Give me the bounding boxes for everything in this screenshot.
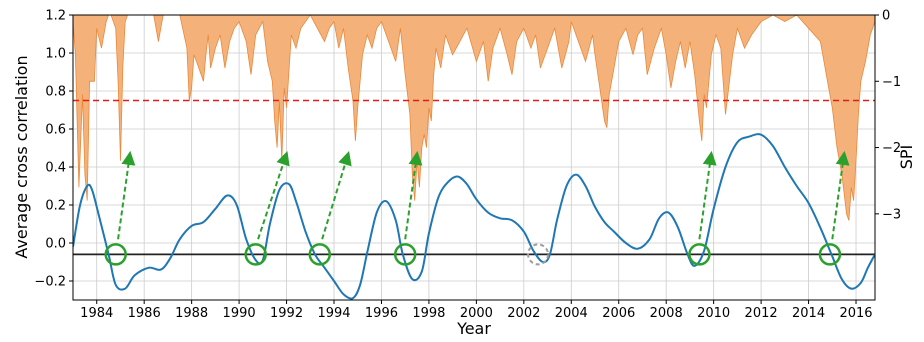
y-tick-label: 1.2 — [45, 9, 66, 24]
dashed-arrow — [117, 150, 136, 240]
plot-frame — [72, 14, 876, 301]
y-tick-label: 0.0 — [45, 237, 66, 252]
y-tick-label: 0.2 — [45, 199, 66, 214]
x-tick-label: 2008 — [650, 306, 683, 321]
x-tick-label: 1984 — [80, 306, 113, 321]
axis-ticks: 1984 1986 1988 1990 1992 1994 1996 1998 2000 2002… — [34, 9, 901, 322]
x-tick-label: 1988 — [175, 306, 208, 321]
dashed-arrow — [404, 150, 423, 240]
reference-lines — [73, 99, 875, 256]
correlation-line — [73, 133, 875, 300]
y-tick-label: 0.8 — [45, 85, 66, 100]
x-tick-label: 1994 — [317, 306, 350, 321]
y-tick-label: 1.0 — [45, 47, 66, 62]
dashed-crossing-marker — [527, 243, 550, 266]
x-axis-label: Year — [456, 319, 491, 338]
x-tick-label: 2004 — [555, 306, 588, 321]
dashed-arrow — [831, 150, 850, 240]
x-tick-label: 1992 — [270, 306, 303, 321]
x-tick-label: 2012 — [745, 306, 778, 321]
crossing-marker — [308, 243, 332, 266]
crossing-marker — [244, 243, 267, 266]
y-tick-label: 0.4 — [45, 161, 66, 176]
x-tick-label: 1986 — [128, 306, 161, 321]
correlation-series — [73, 133, 875, 300]
crossing-marker — [104, 243, 127, 266]
y2-tick-label: 0 — [882, 9, 890, 24]
dashed-arrow — [257, 151, 290, 240]
spi-area-series — [73, 15, 875, 221]
crossing-marker — [818, 243, 842, 266]
y2-tick-label: −3 — [882, 207, 901, 222]
crossing-marker — [393, 243, 417, 266]
x-tick-label: 2010 — [697, 306, 730, 321]
dashed-arrow — [698, 150, 717, 240]
y-tick-label: −0.2 — [34, 275, 66, 290]
dashed-arrow — [321, 151, 352, 240]
y-axis-label: Average cross correlation — [12, 55, 31, 258]
x-tick-label: 1996 — [365, 306, 398, 321]
y2-axis-label: SPI — [897, 145, 916, 170]
y2-tick-label: −2 — [882, 141, 901, 156]
x-tick-label: 2002 — [507, 306, 540, 321]
x-tick-label: 2016 — [839, 306, 872, 321]
x-tick-label: 2000 — [460, 306, 493, 321]
y2-tick-label: −1 — [882, 75, 901, 90]
x-tick-label: 2014 — [792, 306, 825, 321]
crossing-marker — [688, 243, 711, 266]
x-tick-label: 1998 — [412, 306, 445, 321]
y-tick-label: 0.6 — [45, 123, 66, 138]
x-tick-label: 1990 — [223, 306, 256, 321]
spi-area — [73, 15, 875, 221]
x-tick-label: 2006 — [602, 306, 635, 321]
annotations — [104, 150, 850, 266]
